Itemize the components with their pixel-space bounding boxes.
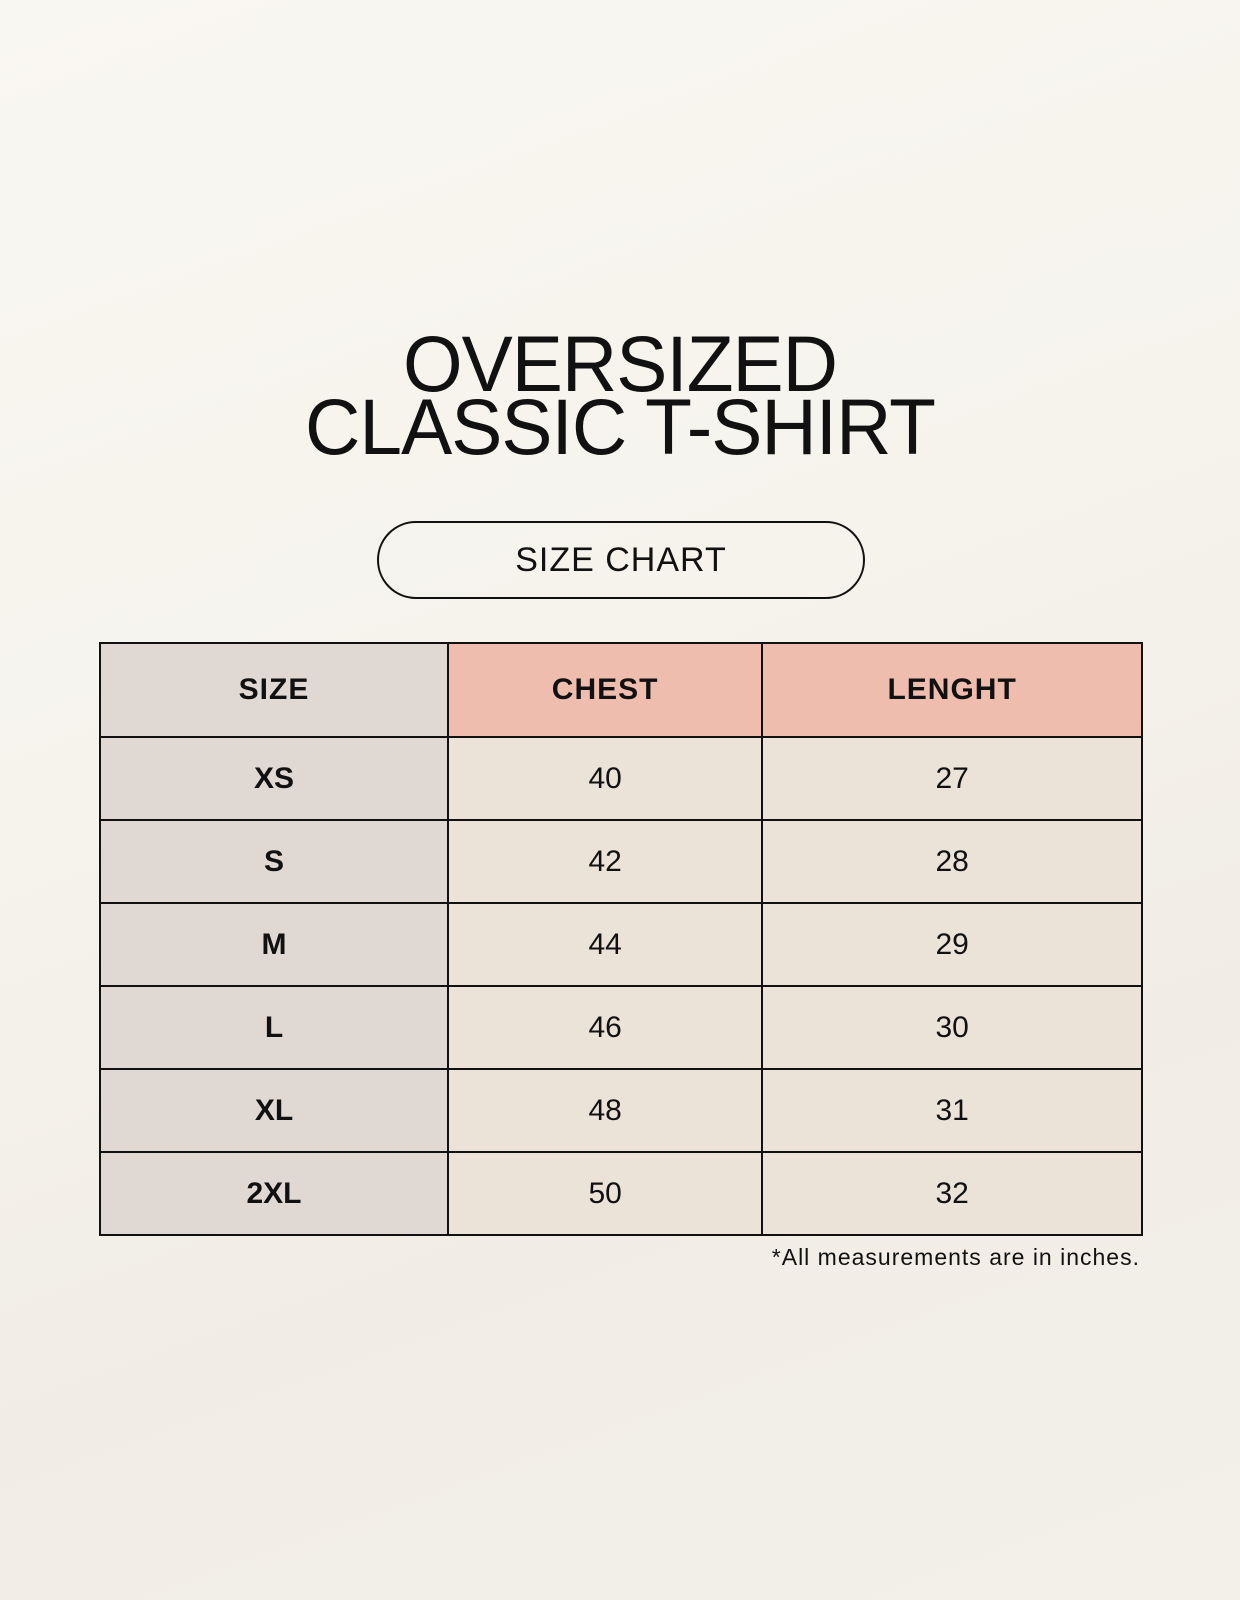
header-length: LENGHT — [761, 642, 1143, 738]
cell-chest: 48 — [446, 1068, 764, 1153]
cell-chest: 40 — [446, 736, 764, 821]
cell-length: 27 — [761, 736, 1143, 821]
cell-length: 30 — [761, 985, 1143, 1070]
header-size: SIZE — [99, 642, 449, 738]
table-row: S 42 28 — [99, 819, 1143, 904]
table-row: 2XL 50 32 — [99, 1151, 1143, 1236]
page-title: OVERSIZED CLASSIC T-SHIRT — [19, 319, 1222, 471]
badge-label: SIZE CHART — [515, 540, 727, 579]
header-chest: CHEST — [446, 642, 764, 738]
footnote: *All measurements are in inches. — [771, 1244, 1140, 1270]
cell-chest: 50 — [446, 1151, 764, 1236]
table-row: L 46 30 — [99, 985, 1143, 1070]
cell-size: L — [99, 985, 449, 1070]
cell-length: 32 — [761, 1151, 1143, 1236]
cell-size: 2XL — [99, 1151, 449, 1236]
cell-chest: 46 — [446, 985, 764, 1070]
cell-length: 28 — [761, 819, 1143, 904]
cell-chest: 44 — [446, 902, 764, 987]
cell-length: 31 — [761, 1068, 1143, 1153]
cell-size: S — [99, 819, 449, 904]
cell-chest: 42 — [446, 819, 764, 904]
size-chart-badge: SIZE CHART — [377, 521, 865, 599]
table-row: M 44 29 — [99, 902, 1143, 987]
cell-length: 29 — [761, 902, 1143, 987]
size-table: SIZE CHEST LENGHT XS 40 27 S 42 28 M 44 29 L 46 30 X… — [99, 642, 1143, 1236]
table-row: XS 40 27 — [99, 736, 1143, 821]
table-header-row: SIZE CHEST LENGHT — [99, 642, 1143, 738]
title-line-2: CLASSIC T-SHIRT — [305, 382, 936, 471]
title-line-1: OVERSIZED — [402, 319, 838, 408]
cell-size: XL — [99, 1068, 449, 1153]
cell-size: M — [99, 902, 449, 987]
table-row: XL 48 31 — [99, 1068, 1143, 1153]
cell-size: XS — [99, 736, 449, 821]
